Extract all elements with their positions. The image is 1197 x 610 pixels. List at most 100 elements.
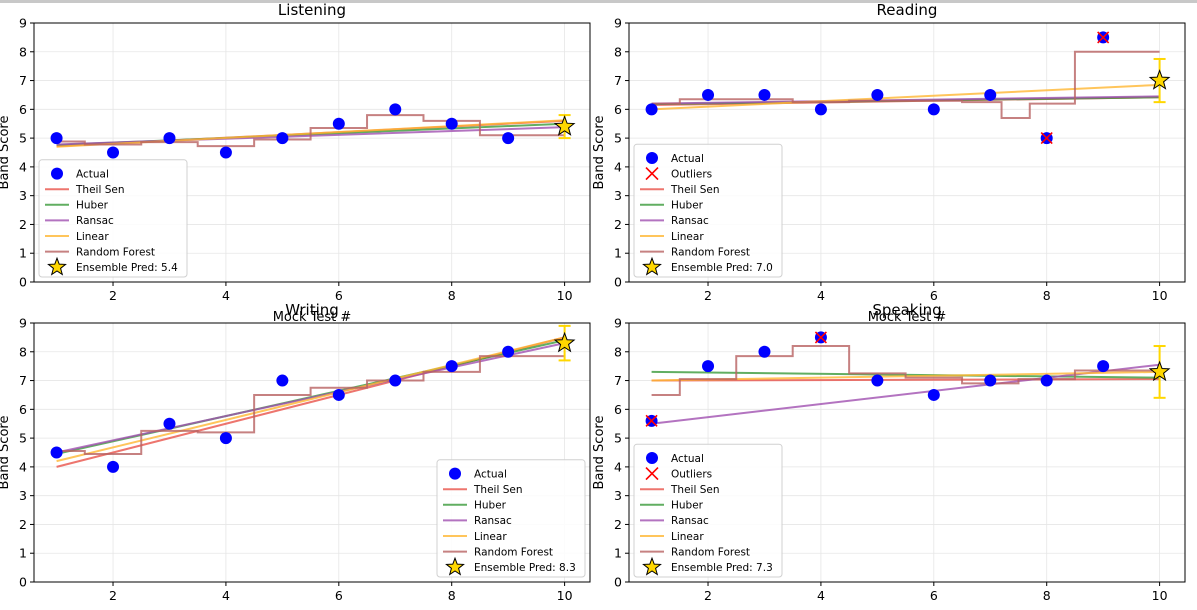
actual-point [871,88,884,101]
actual-point [163,417,176,430]
actual-point [332,388,345,401]
x-tick-label: 2 [109,288,117,303]
chart-title: Reading [877,1,938,19]
y-tick-label: 3 [614,488,622,503]
legend-label: Ensemble Pred: 7.3 [671,562,773,574]
y-tick-label: 1 [614,546,622,561]
y-tick-label: 4 [19,159,27,174]
ensemble-star [1148,360,1171,382]
legend-label: Random Forest [76,246,155,258]
y-tick-label: 0 [614,575,622,590]
actual-point [927,388,940,401]
actual-point [702,360,715,373]
y-tick-label: 8 [19,344,27,359]
axes-frame [33,322,591,583]
outlier-marker [1097,31,1110,44]
x-tick-label: 8 [448,288,456,303]
legend-label: Ensemble Pred: 7.0 [671,262,773,274]
panel-reading: 2 4 6 8 10 0 1 2 3 4 5 6 7 8 9 Mock Test # Band Score Rea… [592,1,1186,325]
y-tick-label: 5 [614,431,622,446]
actual-point [702,88,715,101]
y-tick-label: 3 [19,188,27,203]
x-axis-label: Mock Test # [273,310,352,325]
y-tick-label: 7 [614,373,622,388]
y-tick-label: 6 [614,402,622,417]
y-tick-label: 4 [614,459,622,474]
actual-point [445,360,458,373]
legend-actual-marker [646,452,658,464]
axes-frame [33,22,591,283]
x-tick-label: 10 [1152,588,1168,603]
legend-label: Actual [671,453,704,465]
legend-label: Huber [671,200,704,212]
x-tick-label: 6 [335,588,343,603]
legend-box [633,143,783,278]
ensemble-star [553,331,576,353]
series-line-forest [651,345,1160,396]
y-tick-label: 3 [19,488,27,503]
actual-point [1097,360,1110,373]
legend-label: Linear [474,531,507,543]
legend-label: Random Forest [671,546,750,558]
x-tick-label: 2 [704,588,712,603]
legend-label: Outliers [671,468,712,480]
actual-point [50,132,63,145]
y-tick-label: 6 [19,402,27,417]
legend-box [38,159,188,278]
actual-point [50,446,63,459]
axes-frame [628,22,1186,283]
y-tick-label: 1 [19,546,27,561]
legend-label: Huber [474,500,507,512]
y-tick-label: 7 [19,73,27,88]
actual-point [927,103,940,116]
y-tick-label: 5 [19,431,27,446]
legend-box [633,443,783,578]
y-tick-label: 2 [614,517,622,532]
ensemble-star [1148,69,1171,90]
legend-label: Huber [671,500,704,512]
actual-point [758,345,771,358]
x-tick-label: 2 [109,588,117,603]
legend-box [436,459,586,578]
panel-listening: 2 4 6 8 10 0 1 2 3 4 5 6 7 8 9 Mock Test # Band Score Lis… [0,1,591,325]
y-tick-label: 4 [614,159,622,174]
actual-point [645,103,658,116]
actual-point [814,103,827,116]
y-tick-label: 8 [614,44,622,59]
actual-point [871,374,884,387]
y-axis-label: Band Score [0,416,12,490]
actual-point [163,132,176,145]
legend: Actual Outliers Theil Sen Huber Ransac Linear… [633,443,783,578]
actual-point [107,460,120,473]
actual-point [984,88,997,101]
legend-label: Actual [671,153,704,165]
legend-label: Ransac [671,515,709,527]
y-tick-label: 9 [614,16,622,31]
y-tick-label: 5 [614,131,622,146]
series-line-ransac [56,342,565,454]
x-tick-label: 10 [557,288,573,303]
y-tick-label: 2 [614,217,622,232]
legend-star-marker [47,256,67,276]
legend-label: Linear [671,531,704,543]
series-line-forest [651,50,1160,119]
x-tick-label: 4 [817,288,825,303]
x-axis-label: Mock Test # [868,310,947,325]
x-tick-label: 6 [335,288,343,303]
actual-point [219,146,232,159]
legend-label: Random Forest [671,246,750,258]
x-tick-label: 6 [930,588,938,603]
actual-point [389,374,402,387]
actual-point [502,345,515,358]
legend-label: Ransac [671,215,709,227]
chart-title: Writing [285,301,339,319]
x-tick-label: 10 [557,588,573,603]
actual-point [758,88,771,101]
legend-label: Theil Sen [473,484,522,496]
legend-label: Theil Sen [75,184,124,196]
legend-label: Ransac [76,215,114,227]
legend-star-marker [445,556,465,576]
chart-title: Listening [278,1,346,19]
y-tick-label: 1 [19,246,27,261]
